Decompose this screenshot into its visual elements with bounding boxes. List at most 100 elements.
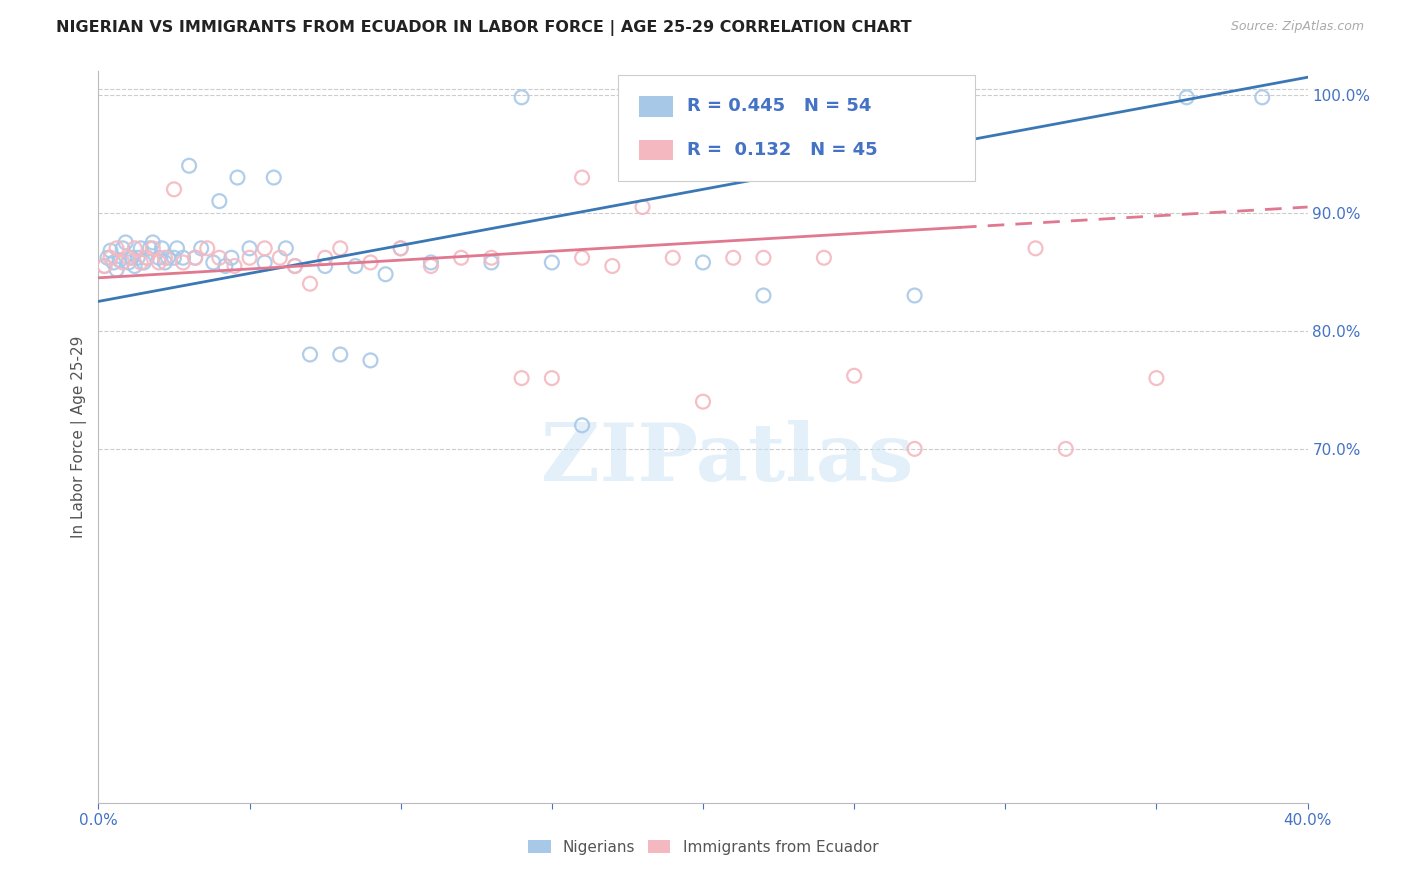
Point	[124, 241, 146, 255]
Point	[274, 241, 297, 255]
Point	[631, 200, 654, 214]
Point	[163, 182, 186, 196]
Point	[129, 241, 152, 255]
Point	[121, 251, 143, 265]
Point	[1251, 90, 1274, 104]
Point	[420, 255, 443, 269]
Point	[208, 194, 231, 208]
Point	[571, 170, 593, 185]
Point	[723, 251, 745, 265]
Point	[269, 251, 291, 265]
Point	[314, 259, 336, 273]
Point	[100, 251, 122, 265]
Point	[420, 259, 443, 273]
Point	[118, 251, 141, 265]
Point	[344, 259, 367, 273]
Point	[135, 251, 157, 265]
Text: ZIPatlas: ZIPatlas	[541, 420, 914, 498]
Point	[184, 251, 207, 265]
Point	[692, 255, 714, 269]
Point	[184, 251, 207, 265]
Point	[374, 267, 396, 281]
Legend: Nigerians, Immigrants from Ecuador: Nigerians, Immigrants from Ecuador	[522, 834, 884, 861]
Point	[752, 251, 775, 265]
Y-axis label: In Labor Force | Age 25-29: In Labor Force | Age 25-29	[72, 336, 87, 538]
Point	[571, 418, 593, 433]
Point	[284, 259, 307, 273]
Point	[124, 259, 146, 273]
Text: NIGERIAN VS IMMIGRANTS FROM ECUADOR IN LABOR FORCE | AGE 25-29 CORRELATION CHART: NIGERIAN VS IMMIGRANTS FROM ECUADOR IN L…	[56, 20, 912, 36]
Point	[1024, 241, 1046, 255]
Point	[226, 170, 249, 185]
Point	[481, 251, 503, 265]
Point	[1054, 442, 1077, 456]
Point	[172, 251, 194, 265]
Point	[111, 255, 134, 269]
Point	[150, 241, 173, 255]
Point	[142, 241, 165, 255]
Text: R = 0.445   N = 54: R = 0.445 N = 54	[688, 97, 872, 115]
Point	[208, 251, 231, 265]
Point	[329, 347, 352, 361]
Point	[93, 259, 115, 273]
Point	[329, 241, 352, 255]
FancyBboxPatch shape	[619, 75, 976, 181]
Point	[299, 347, 322, 361]
Point	[139, 241, 162, 255]
Point	[105, 262, 128, 277]
Point	[224, 259, 246, 273]
Point	[253, 241, 276, 255]
Point	[103, 255, 125, 269]
Point	[571, 251, 593, 265]
FancyBboxPatch shape	[638, 139, 673, 160]
Point	[118, 255, 141, 269]
Point	[132, 255, 155, 269]
Point	[163, 251, 186, 265]
Point	[129, 255, 152, 269]
Point	[105, 241, 128, 255]
Point	[96, 251, 118, 265]
Point	[904, 288, 927, 302]
Point	[142, 235, 165, 250]
Point	[602, 259, 624, 273]
Point	[127, 251, 149, 265]
Text: Source: ZipAtlas.com: Source: ZipAtlas.com	[1230, 20, 1364, 33]
Point	[239, 251, 262, 265]
Point	[389, 241, 412, 255]
Point	[156, 251, 179, 265]
Point	[360, 353, 382, 368]
Point	[202, 255, 225, 269]
Point	[752, 288, 775, 302]
Point	[93, 259, 115, 273]
Point	[1175, 90, 1198, 104]
Point	[179, 159, 201, 173]
Point	[904, 442, 927, 456]
Point	[540, 255, 562, 269]
Point	[510, 371, 533, 385]
Point	[108, 253, 131, 268]
Point	[510, 90, 533, 104]
Point	[813, 251, 835, 265]
Point	[450, 251, 472, 265]
Point	[1144, 371, 1167, 385]
Point	[221, 251, 243, 265]
Point	[214, 259, 236, 273]
Point	[100, 244, 122, 258]
Point	[360, 255, 382, 269]
Point	[148, 255, 170, 269]
Point	[172, 255, 194, 269]
Point	[111, 241, 134, 255]
Point	[190, 241, 212, 255]
Point	[263, 170, 285, 185]
Point	[481, 255, 503, 269]
Point	[195, 241, 218, 255]
Point	[114, 235, 136, 250]
Text: R =  0.132   N = 45: R = 0.132 N = 45	[688, 141, 877, 159]
Point	[135, 251, 157, 265]
Point	[692, 394, 714, 409]
Point	[314, 251, 336, 265]
Point	[844, 368, 866, 383]
FancyBboxPatch shape	[638, 96, 673, 117]
Point	[148, 251, 170, 265]
Point	[540, 371, 562, 385]
